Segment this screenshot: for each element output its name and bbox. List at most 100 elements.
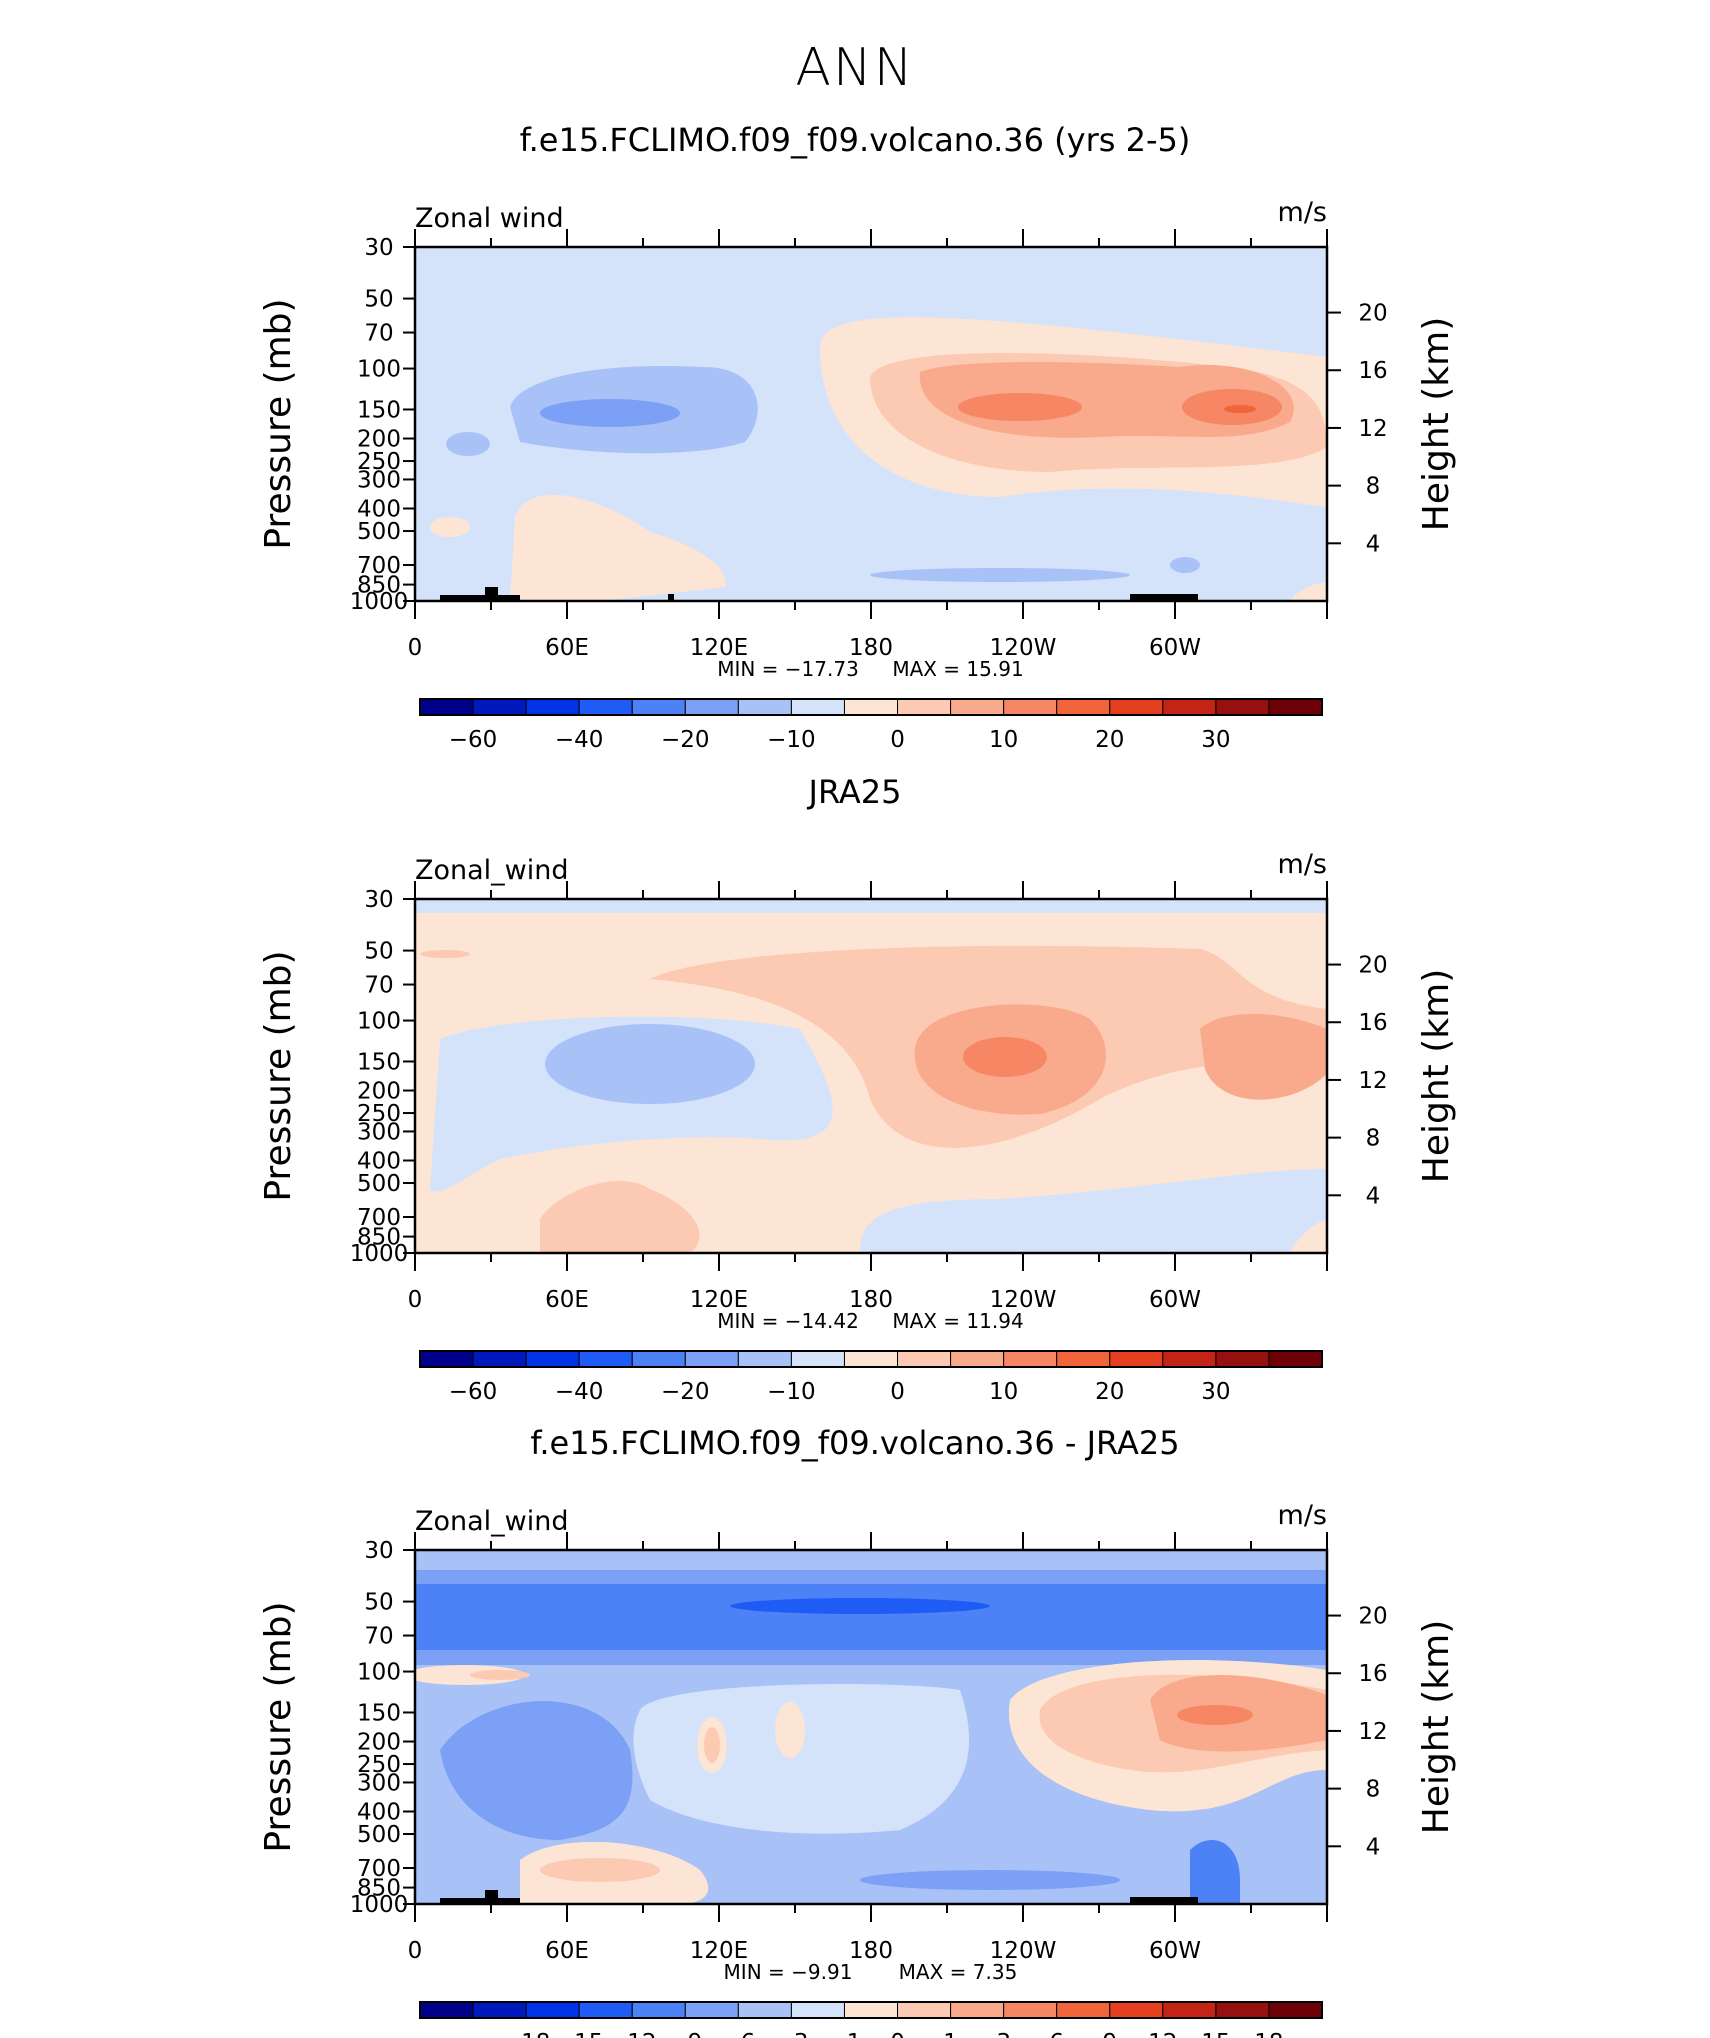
x-tick-label: 120W [990,635,1057,661]
colorbar-label: −40 [555,727,604,753]
y-tick-label-pressure: 50 [364,1590,393,1616]
colorbar-label: −1 [828,2030,862,2038]
y-tick-label-height: 20 [1358,301,1387,327]
colorbar-label: 12 [1148,2030,1177,2038]
y-tick-label-pressure: 850 [357,573,401,599]
colorbar-label: −18 [502,2030,551,2038]
colorbar-swatch [897,698,952,716]
contour-fill-top [415,247,1327,259]
colorbar-label: −12 [608,2030,657,2038]
colorbar-label: 6 [1049,2030,1064,2038]
contour-fill-neg-3 [633,1684,970,1834]
x-tick-label: 120E [690,635,748,661]
units-label: m/s [1278,197,1327,228]
x-tick-label: 180 [849,635,893,661]
contour-fill-neg-6-low [860,1870,1120,1890]
colorbar-swatch [419,698,474,716]
x-tick-label: 120W [990,1287,1057,1313]
colorbar-swatch [1162,2001,1217,2019]
x-tick-label: 60E [545,1938,589,1964]
y-tick-label-height: 4 [1366,531,1381,557]
colorbar-swatch [684,698,739,716]
units-label: m/s [1278,849,1327,880]
colorbar-label: 9 [1102,2030,1117,2038]
colorbar-label: −10 [767,1379,816,1405]
x-tick-label: 60E [545,1287,589,1313]
colorbar-label: 0 [890,727,905,753]
variable-label: Zonal_wind [415,855,569,886]
y-tick-label-pressure: 30 [364,235,393,261]
colorbar-swatch [472,2001,527,2019]
colorbar-label: 20 [1095,1379,1124,1405]
y-tick-label-pressure: 250 [357,1101,401,1127]
colorbar-label: 0 [890,2030,905,2038]
y-tick-label-height: 8 [1366,1126,1381,1152]
contour-fill-pos-0-b [415,1665,525,1685]
contour-fill-neg-5 [545,1024,755,1104]
colorbar-swatch [472,1350,527,1368]
colorbar-label: 30 [1201,727,1230,753]
colorbar-label: 1 [943,2030,958,2038]
colorbar-swatch [790,698,845,716]
y-tick-label-pressure: 150 [357,1700,401,1726]
panel-model: f.e15.FCLIMO.f09_f09.volcano.36 (yrs 2-5… [258,121,1457,753]
land-mask [440,1890,1198,1904]
colorbar-label: −20 [661,1379,710,1405]
colorbar-frame [419,2001,1323,2019]
y-tick-label-height: 4 [1366,1834,1381,1860]
x-tick-label: 60E [545,635,589,661]
y-tick-label-pressure: 100 [357,1660,401,1686]
y-tick-label-height: 20 [1358,953,1387,979]
y-axis-title-left: Pressure (mb) [258,298,299,549]
y-tick-label-pressure: 100 [357,357,401,383]
y-tick-label-pressure: 200 [357,1079,401,1105]
y-axis-title-right: Height (km) [1416,317,1457,531]
y-tick-label-pressure: 50 [364,939,393,965]
y-tick-label-height: 8 [1366,1777,1381,1803]
colorbar-swatch [897,1350,952,1368]
colorbar-swatch [525,698,580,716]
colorbar-label: −20 [661,727,710,753]
colorbar-swatch [1268,2001,1323,2019]
panel-diff: f.e15.FCLIMO.f09_f09.volcano.36 - JRA25 Z… [258,1424,1457,2038]
contour-fill-neg-15 [415,1584,1327,1650]
contour-fill-neg-9 [1190,1840,1240,1904]
colorbar-label: 10 [989,727,1018,753]
contour-fill-pos-5-low [540,1180,700,1253]
contour-fill-neg-18 [730,1598,990,1614]
y-axis-title-right: Height (km) [1416,969,1457,1183]
y-tick-label-pressure: 400 [357,496,401,522]
colorbar-swatch [843,1350,899,1368]
colorbar-swatch [1215,698,1270,716]
y-tick-label-pressure: 30 [364,887,393,913]
y-tick-label-height: 16 [1358,1661,1387,1687]
y-tick-label-pressure: 300 [357,1770,401,1796]
colorbar-swatch [1162,698,1217,716]
colorbar-label: 20 [1095,727,1124,753]
contour-fill-pos-20 [1224,405,1256,413]
x-tick-label: 120E [690,1287,748,1313]
colorbar-swatch [950,2001,1005,2019]
y-tick-label-pressure: 400 [357,1148,401,1174]
colorbar-frame [419,698,1323,716]
contour-fill-pos-15 [963,1037,1047,1077]
x-tick-label: 0 [408,1287,423,1313]
colorbar-label: −40 [555,1379,604,1405]
colorbar-swatch [1109,2001,1164,2019]
colorbar-swatch [790,1350,845,1368]
colorbar-swatch [790,2001,845,2019]
contour-fill-neg-6 [440,1701,633,1840]
x-tick-label: 120W [990,1938,1057,1964]
y-tick-label-height: 16 [1358,1010,1387,1036]
colorbar-swatch [1056,698,1111,716]
colorbar-swatch [1162,1350,1217,1368]
y-tick-label-pressure: 50 [364,287,393,313]
colorbar-label: −6 [721,2030,755,2038]
colorbar-label: 0 [890,1379,905,1405]
y-tick-label-pressure: 300 [357,467,401,493]
colorbar-swatch [1056,1350,1111,1368]
min-label: MIN = −14.42 [717,1309,859,1333]
colorbar-swatch [631,1350,686,1368]
contour-fill-pos-0-low [510,494,726,601]
